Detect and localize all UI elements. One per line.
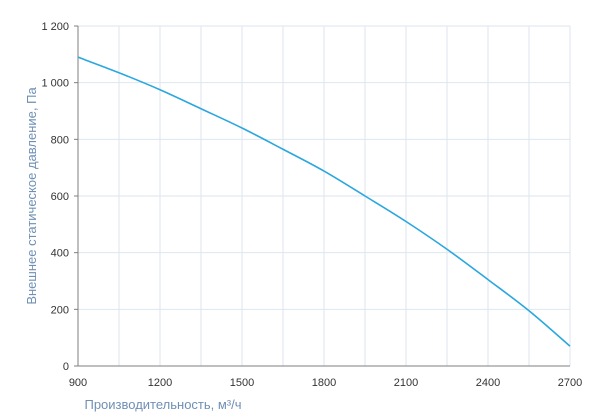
y-tick-label: 1 000 — [41, 78, 69, 90]
x-tick-labels: 900 1200 1500 1800 2100 2400 2700 — [69, 377, 582, 389]
y-tick-label: 200 — [51, 304, 69, 316]
y-axis-label: Внешнее статическое давление, Па — [24, 87, 39, 305]
x-tick-label: 1200 — [148, 377, 172, 389]
series-line — [77, 56, 571, 347]
axes — [74, 25, 570, 367]
y-tick-label: 800 — [51, 134, 69, 146]
y-tick-label: 0 — [63, 361, 69, 373]
x-tick-label: 1500 — [230, 377, 254, 389]
x-tick-label: 900 — [69, 377, 87, 389]
x-axis-label: Производительность, м³/ч — [84, 397, 241, 412]
series-layer — [77, 56, 571, 347]
y-tick-label: 1 200 — [41, 21, 69, 33]
grid — [78, 25, 571, 366]
x-tick-label: 1800 — [312, 377, 336, 389]
x-tick-label: 2100 — [394, 377, 418, 389]
y-tick-labels: 0 200 400 600 800 1 000 1 200 — [41, 21, 69, 373]
y-tick-label: 400 — [51, 248, 69, 260]
x-tick-label: 2400 — [476, 377, 500, 389]
x-tick-label: 2700 — [558, 377, 582, 389]
y-tick-label: 600 — [51, 191, 69, 203]
